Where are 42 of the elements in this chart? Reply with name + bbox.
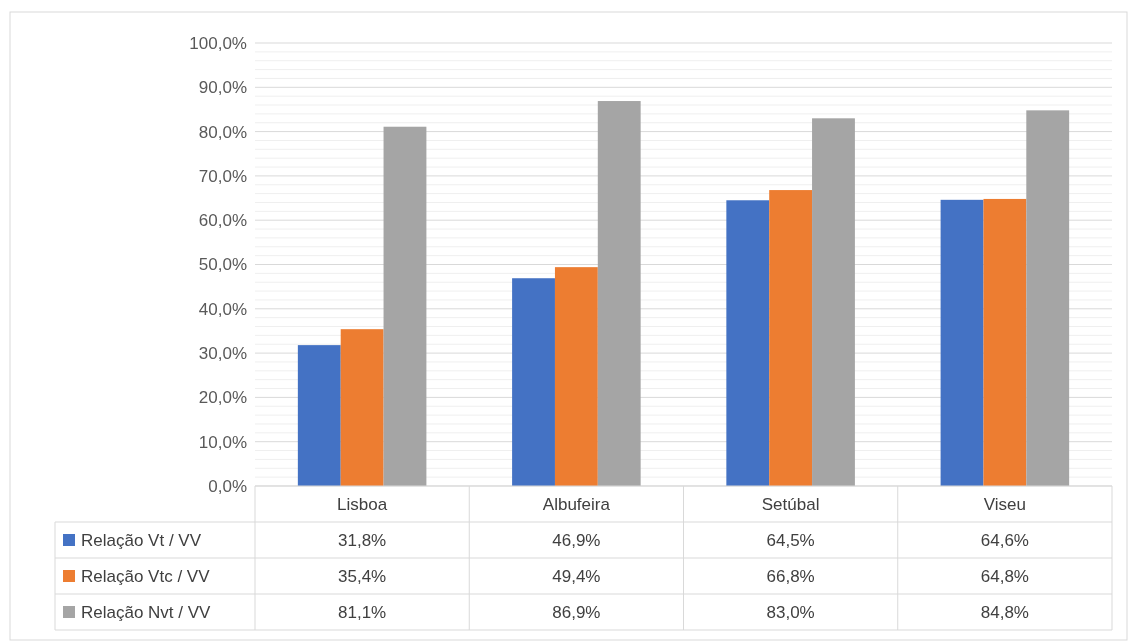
data-label: 35,4% (338, 566, 387, 586)
data-label: 64,6% (980, 530, 1029, 550)
y-tick-label: 40,0% (198, 299, 247, 319)
y-tick-label: 10,0% (198, 432, 247, 452)
y-tick-label: 90,0% (198, 78, 247, 98)
x-tick-label: Albufeira (542, 494, 611, 514)
x-tick-label: Setúbal (761, 494, 820, 514)
y-tick-label: 60,0% (198, 211, 247, 231)
y-tick-label: 50,0% (198, 255, 247, 275)
bar (554, 267, 598, 486)
data-label: 64,8% (980, 566, 1029, 586)
y-tick-label: 30,0% (198, 344, 247, 364)
data-label: 49,4% (552, 566, 601, 586)
x-tick-label: Lisboa (337, 494, 388, 514)
legend-label: Relação Nvt / VV (81, 602, 212, 622)
y-tick-label: 0,0% (208, 476, 247, 496)
legend-label: Relação Vt / VV (81, 530, 202, 550)
y-tick-label: 100,0% (189, 33, 247, 53)
bar (597, 101, 641, 486)
data-label: 31,8% (338, 530, 387, 550)
y-tick-label: 80,0% (198, 122, 247, 142)
legend-label: Relação Vtc / VV (81, 566, 211, 586)
y-tick-label: 70,0% (198, 166, 247, 186)
bar (383, 126, 427, 486)
data-label: 81,1% (338, 602, 387, 622)
x-tick-label: Viseu (983, 494, 1026, 514)
bar (726, 200, 770, 486)
data-label: 64,5% (766, 530, 815, 550)
data-label: 83,0% (766, 602, 815, 622)
bar (340, 329, 384, 486)
bar (1026, 110, 1070, 486)
bar (512, 278, 555, 486)
data-label: 86,9% (552, 602, 601, 622)
data-label: 84,8% (980, 602, 1029, 622)
bar (769, 190, 813, 486)
bar (297, 345, 341, 486)
data-label: 66,8% (766, 566, 815, 586)
data-label: 46,9% (552, 530, 601, 550)
bar (812, 118, 855, 486)
bar (940, 199, 984, 486)
y-tick-label: 20,0% (198, 388, 247, 408)
bar (983, 198, 1027, 486)
